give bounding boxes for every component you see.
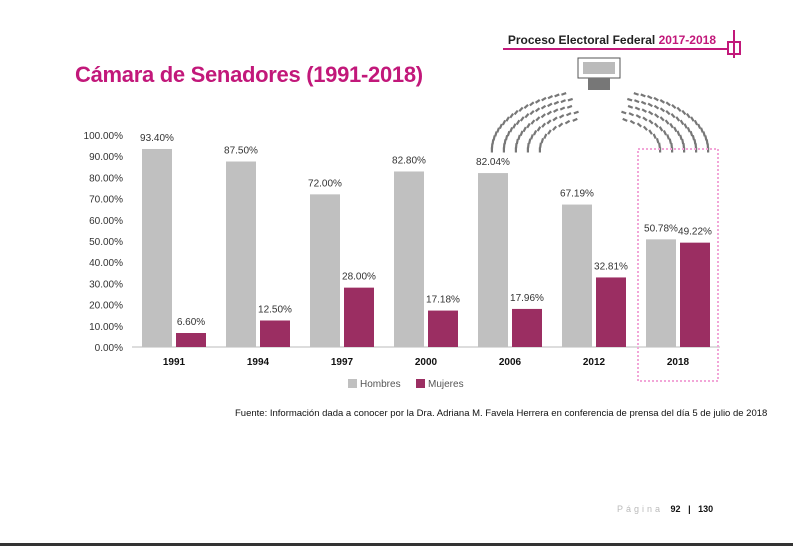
- bar-hombres: [478, 173, 508, 347]
- bar-mujeres: [344, 287, 374, 347]
- data-label: 6.60%: [177, 317, 205, 328]
- x-tick-label: 1997: [331, 357, 354, 368]
- highlight-box: [637, 148, 719, 382]
- legend-label: Mujeres: [428, 379, 464, 390]
- y-tick-label: 90.00%: [89, 152, 123, 163]
- bar-hombres: [646, 239, 676, 347]
- x-tick-label: 2012: [583, 357, 606, 368]
- footer-page-number: 92: [670, 504, 681, 514]
- data-label: 17.96%: [510, 293, 544, 304]
- page-bottom-edge: [0, 543, 793, 546]
- source-note: Fuente: Información dada a conocer por l…: [235, 408, 768, 419]
- y-tick-label: 50.00%: [89, 237, 123, 248]
- bar-hombres: [142, 148, 172, 347]
- y-tick-label: 10.00%: [89, 322, 123, 333]
- y-tick-label: 0.00%: [95, 343, 123, 354]
- data-label: 93.40%: [140, 133, 174, 144]
- data-label: 28.00%: [342, 272, 376, 283]
- data-label: 82.80%: [392, 155, 426, 166]
- bar-mujeres: [176, 333, 206, 347]
- y-tick-label: 80.00%: [89, 173, 123, 184]
- bar-hombres: [394, 171, 424, 347]
- bar-mujeres: [428, 310, 458, 347]
- data-label: 67.19%: [560, 189, 594, 200]
- legend-swatch: [348, 379, 357, 388]
- x-tick-label: 1991: [163, 357, 186, 368]
- y-tick-label: 100.00%: [84, 131, 124, 142]
- data-label: 17.18%: [426, 295, 460, 306]
- header-years: 2017-2018: [658, 33, 716, 47]
- data-label: 32.81%: [594, 261, 628, 272]
- footer-total-pages: 130: [698, 504, 714, 514]
- data-label: 12.50%: [258, 305, 292, 316]
- header-title-text: Proceso Electoral Federal: [507, 33, 656, 47]
- header-divider: [503, 48, 735, 50]
- data-label: 49.22%: [678, 227, 712, 238]
- y-tick-label: 70.00%: [89, 195, 123, 206]
- y-tick-label: 40.00%: [89, 258, 123, 269]
- y-tick-label: 30.00%: [89, 279, 123, 290]
- document-header: Proceso Electoral Federal 2017-2018: [508, 33, 716, 47]
- page-title: Cámara de Senadores (1991-2018): [75, 62, 423, 87]
- bar-mujeres: [260, 320, 290, 347]
- x-tick-label: 1994: [247, 357, 270, 368]
- x-tick-label: 2000: [415, 357, 438, 368]
- data-label: 72.00%: [308, 178, 342, 189]
- data-label: 50.78%: [644, 223, 678, 234]
- x-tick-label: 2018: [667, 357, 690, 368]
- bar-mujeres: [512, 308, 542, 347]
- bar-mujeres: [596, 277, 626, 347]
- x-tick-label: 2006: [499, 357, 522, 368]
- bar-hombres: [562, 204, 592, 347]
- data-label: 82.04%: [476, 157, 510, 168]
- bar-hombres: [226, 161, 256, 347]
- legend-label: Hombres: [360, 379, 401, 390]
- data-label: 87.50%: [224, 146, 258, 157]
- footer-page-word: Página: [617, 504, 664, 514]
- y-tick-label: 20.00%: [89, 301, 123, 312]
- y-tick-label: 60.00%: [89, 216, 123, 227]
- legend-swatch: [416, 379, 425, 388]
- bar-hombres: [310, 194, 340, 347]
- header-ornament-icon: [727, 41, 741, 55]
- bar-mujeres: [680, 242, 710, 347]
- page-footer: Página 92 | 130: [617, 504, 713, 514]
- footer-separator: |: [688, 504, 691, 514]
